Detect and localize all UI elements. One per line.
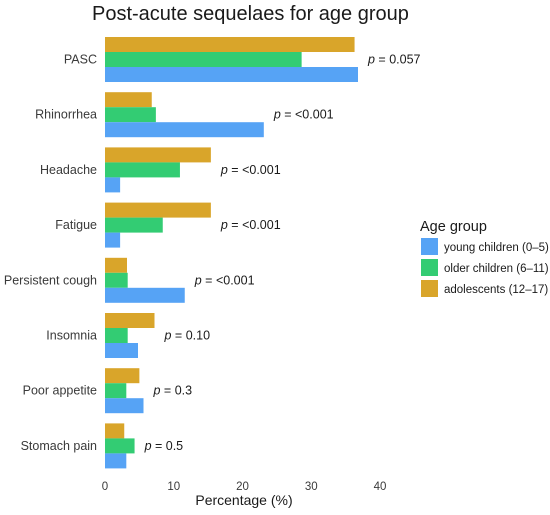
- bar: [105, 383, 127, 399]
- bar: [105, 92, 152, 108]
- bar: [105, 423, 125, 439]
- x-tick-label: 20: [236, 481, 249, 493]
- category-label: Fatigue: [55, 218, 97, 232]
- legend-entry: older children (6–11): [444, 263, 549, 275]
- x-axis: 0 10 20 30 40: [102, 481, 387, 493]
- bar: [105, 162, 180, 178]
- bar: [105, 438, 135, 454]
- bar: [105, 272, 128, 288]
- category-label: Insomnia: [46, 329, 97, 343]
- bar-group-fatigue: [105, 202, 211, 248]
- bar: [105, 107, 156, 123]
- p-value-text: = <0.001: [228, 218, 281, 232]
- bar: [105, 147, 211, 163]
- bar: [105, 343, 138, 358]
- chart-title: Post-acute sequelaes for age group: [92, 3, 409, 25]
- p-value-text: = 0.057: [375, 53, 421, 67]
- bar-group-pasc: [105, 37, 358, 82]
- x-tick-label: 30: [305, 481, 318, 493]
- bar-group-stomach-pain: [105, 423, 135, 469]
- bar: [105, 202, 211, 218]
- category-label: Persistent cough: [4, 273, 97, 287]
- bar-group-persistent-cough: [105, 257, 185, 303]
- p-value-symbol: p: [164, 329, 172, 343]
- p-value-text: = <0.001: [281, 108, 334, 122]
- x-axis-label: Percentage (%): [195, 492, 292, 508]
- p-value-annotation: p = <0.001: [220, 218, 281, 232]
- bar: [105, 398, 144, 414]
- p-value-annotation: p = <0.001: [273, 108, 334, 122]
- category-label: PASC: [64, 53, 97, 67]
- p-value-symbol: p: [220, 218, 228, 232]
- p-value-text: = 0.3: [160, 384, 192, 398]
- legend: Age group young children (0–5) older chil…: [420, 219, 549, 297]
- x-tick-label: 40: [374, 481, 387, 493]
- bar-group-headache: [105, 147, 211, 193]
- p-value-annotation: p = 0.3: [153, 384, 193, 398]
- p-value-text: = <0.001: [228, 163, 281, 177]
- p-value-symbol: p: [144, 439, 152, 453]
- bar: [105, 257, 127, 273]
- category-label: Poor appetite: [23, 384, 97, 398]
- bar: [105, 67, 358, 82]
- p-value-symbol: p: [153, 384, 161, 398]
- bar: [105, 177, 121, 193]
- bar: [105, 313, 155, 328]
- category-label: Stomach pain: [21, 439, 97, 453]
- p-value-symbol: p: [194, 273, 202, 287]
- p-value-text: = 0.5: [152, 439, 184, 453]
- legend-entry: young children (0–5): [444, 242, 549, 254]
- legend-swatch: [421, 259, 438, 276]
- p-value-text: = <0.001: [202, 273, 255, 287]
- bar: [105, 287, 185, 303]
- bar: [105, 37, 355, 52]
- bar: [105, 368, 140, 384]
- legend-swatch: [421, 280, 438, 297]
- bar-group-poor-appetite: [105, 368, 144, 414]
- p-value-annotation: p = <0.001: [220, 163, 281, 177]
- bar: [105, 217, 163, 233]
- bar: [105, 453, 127, 469]
- legend-title: Age group: [420, 219, 487, 235]
- category-label: Rhinorrhea: [35, 108, 97, 122]
- plot-area: PASC p = 0.057 Rhinorrhea p = <0.001 Headach…: [4, 37, 421, 469]
- legend-swatch: [421, 238, 438, 255]
- x-tick-label: 0: [102, 481, 108, 493]
- p-value-symbol: p: [367, 53, 375, 67]
- p-value-annotation: p = 0.057: [367, 53, 421, 67]
- bar: [105, 122, 264, 138]
- p-value-annotation: p = 0.10: [164, 329, 211, 343]
- category-label: Headache: [40, 163, 97, 177]
- p-value-annotation: p = <0.001: [194, 273, 255, 287]
- bar: [105, 328, 128, 343]
- bar: [105, 232, 121, 248]
- p-value-text: = 0.10: [171, 329, 210, 343]
- p-value-annotation: p = 0.5: [144, 439, 184, 453]
- p-value-symbol: p: [273, 108, 281, 122]
- p-value-symbol: p: [220, 163, 228, 177]
- bar-group-rhinorrhea: [105, 92, 264, 138]
- bar-group-insomnia: [105, 313, 155, 358]
- legend-entry: adolescents (12–17): [444, 284, 548, 296]
- bar: [105, 52, 302, 67]
- x-tick-label: 10: [167, 481, 180, 493]
